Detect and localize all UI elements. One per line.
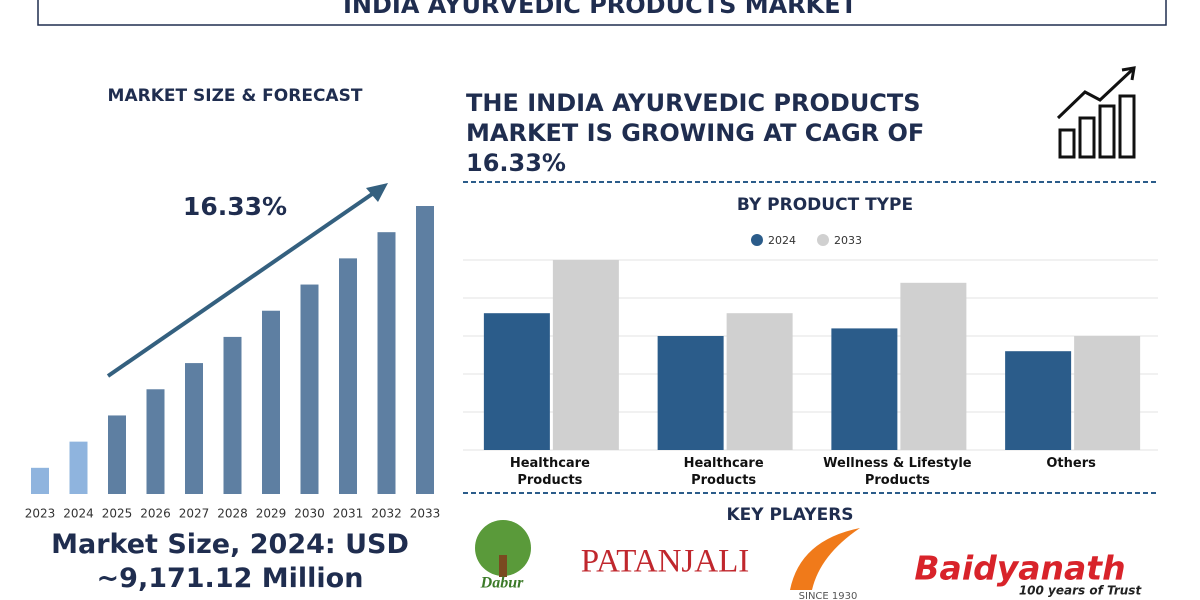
title-box — [37, 0, 1167, 26]
bar — [223, 336, 242, 494]
bar — [108, 415, 126, 494]
legend-swatch — [751, 234, 763, 246]
logo-flame — [790, 528, 860, 590]
bar — [900, 282, 967, 450]
x-tick-label: 2026 — [140, 507, 171, 521]
page-title: INDIA AYURVEDIC PRODUCTS MARKET — [343, 0, 858, 19]
x-tick-label: 2023 — [25, 507, 56, 521]
x-tick-label: 2025 — [102, 507, 133, 521]
headline: THE INDIA AYURVEDIC PRODUCTS MARKET IS G… — [466, 89, 925, 177]
logo-text: 100 years of Trust — [1019, 584, 1143, 598]
market-size: Market Size, 2024: USD ~9,171.12 Million — [51, 529, 409, 594]
x-tick-label: Healthcare Products — [683, 456, 764, 488]
bar — [1074, 336, 1141, 450]
bar — [831, 328, 898, 450]
logo-text: Baidyanath — [914, 549, 1125, 588]
x-tick-label: 2031 — [333, 507, 364, 521]
x-tick-label: 2030 — [294, 507, 325, 521]
bar — [185, 363, 203, 494]
logos: Dabur PATANJALI SINCE 1930 Baidyanath 10… — [475, 520, 1142, 600]
bar — [69, 441, 88, 494]
arrow-head — [366, 183, 388, 202]
chart-title: BY PRODUCT TYPE — [737, 195, 913, 215]
logo-text: Dabur — [480, 575, 524, 592]
legend-label: 2024 — [768, 234, 796, 247]
logo-text: PATANJALI — [581, 544, 750, 580]
growth-icon — [1056, 66, 1136, 159]
bar — [1005, 351, 1072, 450]
x-tick-label: Healthcare Products — [509, 456, 590, 488]
bar — [146, 389, 165, 494]
x-tick-label: 2027 — [179, 507, 210, 521]
bar — [31, 467, 49, 494]
bar — [657, 336, 724, 450]
x-tick-label: 2029 — [256, 507, 287, 521]
cagr-annotation: 16.33% — [183, 192, 287, 221]
growth-arrow — [106, 188, 380, 378]
x-tick-label: 2028 — [217, 507, 248, 521]
bar — [300, 284, 319, 494]
legend-swatch — [817, 234, 829, 246]
bar — [339, 258, 357, 494]
x-tick-label: 2033 — [410, 507, 441, 521]
bar — [726, 313, 793, 450]
x-tick-label: 2024 — [63, 507, 94, 521]
dabur-trunk — [499, 555, 507, 577]
logo-text: SINCE 1930 — [799, 591, 858, 600]
x-tick-label: 2032 — [371, 507, 402, 521]
chart-title: MARKET SIZE & FORECAST — [108, 86, 363, 106]
bar — [416, 206, 434, 494]
bar — [262, 310, 280, 494]
bar — [552, 260, 619, 450]
legend-label: 2033 — [834, 234, 862, 247]
bar — [483, 313, 550, 450]
bar — [377, 232, 396, 494]
section-title: KEY PLAYERS — [726, 505, 853, 525]
x-tick-label: Wellness & Lifestyle Products — [823, 456, 972, 488]
dabur-tree — [475, 520, 531, 576]
x-tick-label: Others — [1046, 456, 1096, 471]
